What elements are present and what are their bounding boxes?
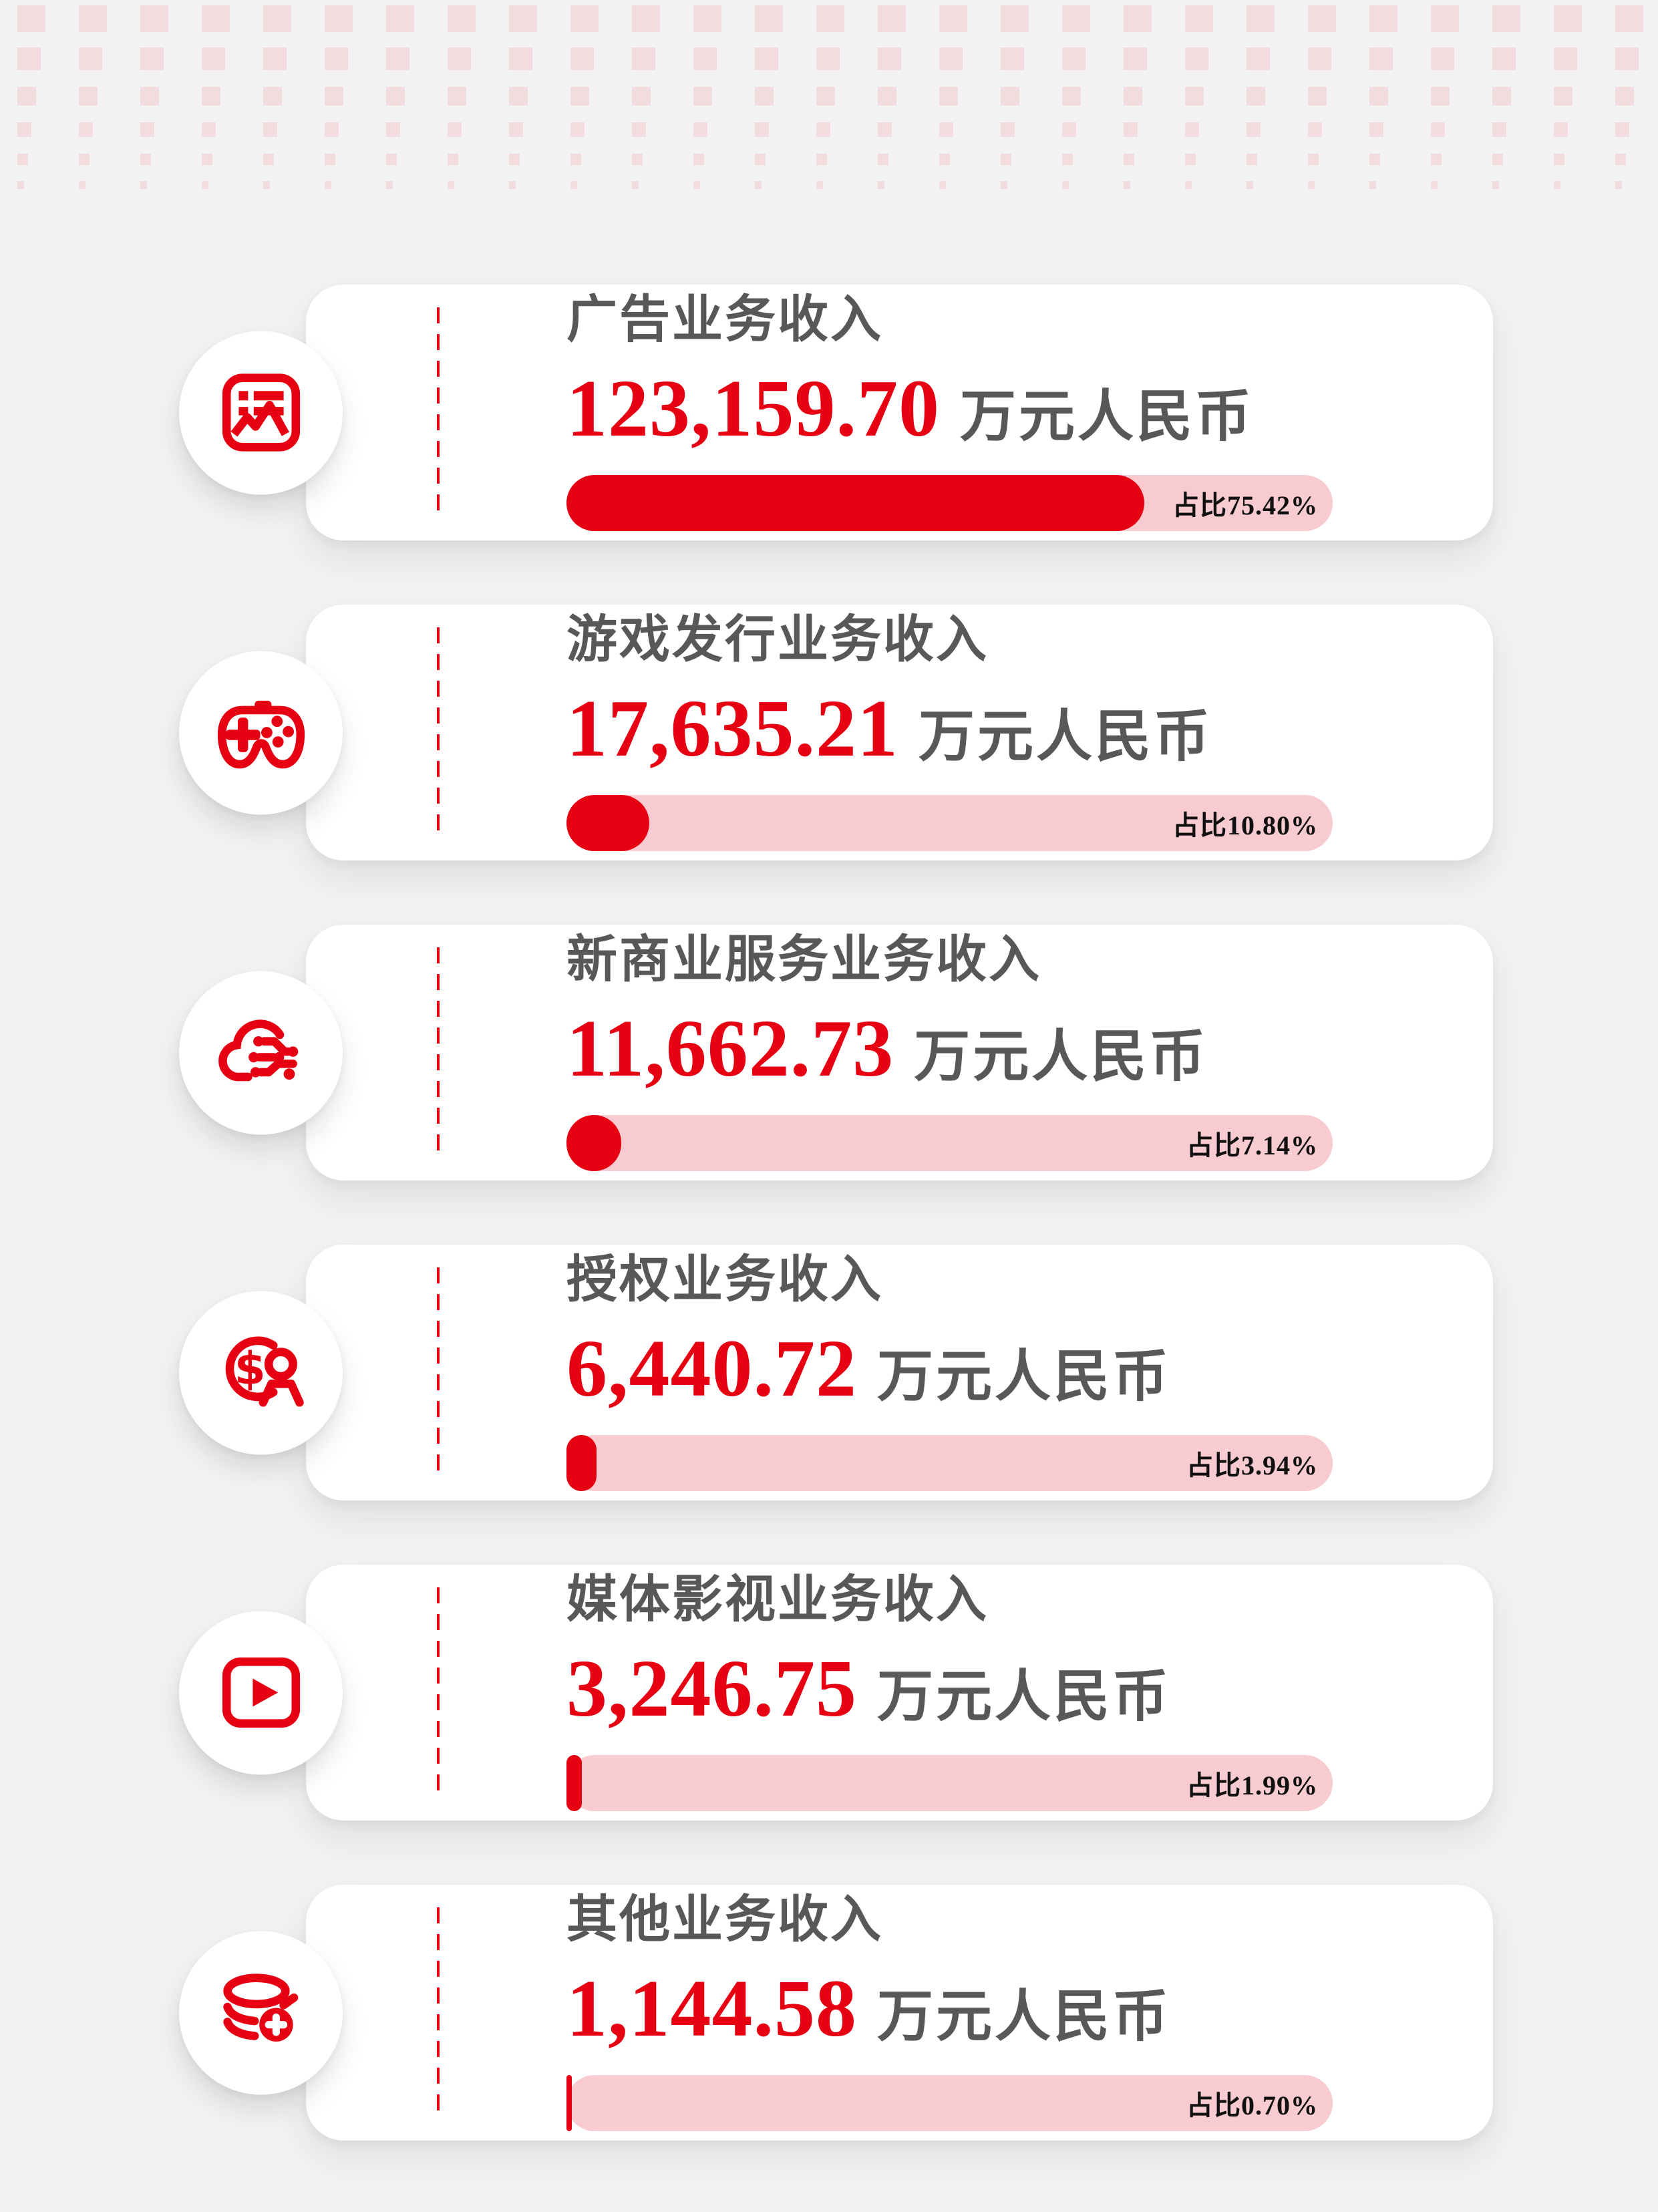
revenue-amount: 3,246.75 bbox=[566, 1643, 857, 1734]
revenue-card: 媒体影视业务收入 3,246.75 万元人民币 占比1.99% bbox=[179, 1565, 1493, 1821]
share-progress-track: 占比1.99% bbox=[566, 1754, 1333, 1811]
category-icon-circle bbox=[179, 1611, 343, 1774]
dashed-divider bbox=[437, 627, 440, 838]
revenue-unit: 万元人民币 bbox=[960, 385, 1255, 448]
pattern-row bbox=[0, 47, 1658, 70]
amount-row: 6,440.72 万元人民币 bbox=[566, 1323, 1493, 1414]
amount-row: 17,635.21 万元人民币 bbox=[566, 683, 1493, 774]
card-title: 广告业务收入 bbox=[566, 291, 883, 348]
revenue-amount: 11,662.73 bbox=[566, 1003, 894, 1094]
revenue-card-list: 广告业务收入 123,159.70 万元人民币 占比75.42% 游戏发行业务收… bbox=[179, 285, 1493, 2141]
decorative-square-pattern bbox=[0, 5, 1658, 189]
pattern-row bbox=[0, 181, 1658, 189]
card-content: 媒体影视业务收入 3,246.75 万元人民币 占比1.99% bbox=[566, 1565, 1493, 1821]
card-content: 游戏发行业务收入 17,635.21 万元人民币 占比10.80% bbox=[566, 605, 1493, 860]
category-icon-circle: $ bbox=[179, 1291, 343, 1454]
card-content: 授权业务收入 6,440.72 万元人民币 占比3.94% bbox=[566, 1245, 1493, 1500]
revenue-amount: 6,440.72 bbox=[566, 1323, 857, 1414]
revenue-unit: 万元人民币 bbox=[877, 1666, 1172, 1728]
share-progress-fill bbox=[566, 1754, 582, 1811]
revenue-unit: 万元人民币 bbox=[914, 1025, 1208, 1088]
card-title: 授权业务收入 bbox=[566, 1251, 883, 1308]
revenue-amount: 123,159.70 bbox=[566, 363, 940, 454]
card-title: 媒体影视业务收入 bbox=[566, 1571, 989, 1628]
share-progress-fill bbox=[566, 1114, 621, 1171]
card-content: 广告业务收入 123,159.70 万元人民币 占比75.42% bbox=[566, 285, 1493, 540]
category-icon-circle bbox=[179, 651, 343, 814]
gamepad-icon bbox=[214, 686, 308, 780]
category-icon-circle bbox=[179, 331, 343, 494]
revenue-card: 游戏发行业务收入 17,635.21 万元人民币 占比10.80% bbox=[179, 605, 1493, 860]
share-progress-track: 占比3.94% bbox=[566, 1434, 1333, 1491]
share-percentage-label: 占比1.99% bbox=[1186, 1770, 1318, 1800]
amount-row: 123,159.70 万元人民币 bbox=[566, 363, 1493, 454]
share-percentage-label: 占比7.14% bbox=[1186, 1130, 1318, 1160]
share-percentage-label: 占比10.80% bbox=[1172, 810, 1318, 840]
play-video-icon bbox=[214, 1646, 308, 1740]
pattern-row bbox=[0, 5, 1658, 32]
category-icon-circle bbox=[179, 1931, 343, 2094]
card-title: 新商业服务业务收入 bbox=[566, 931, 1041, 988]
share-progress-fill bbox=[566, 1434, 597, 1491]
share-percentage-label: 占比75.42% bbox=[1172, 490, 1318, 520]
share-progress-fill bbox=[566, 2074, 572, 2131]
share-progress-track: 占比10.80% bbox=[566, 794, 1333, 851]
share-progress-track: 占比7.14% bbox=[566, 1114, 1333, 1171]
cloud-network-icon bbox=[214, 1006, 308, 1100]
category-icon-circle bbox=[179, 971, 343, 1134]
dashed-divider bbox=[437, 947, 440, 1158]
card-content: 其他业务收入 1,144.58 万元人民币 占比0.70% bbox=[566, 1885, 1493, 2141]
revenue-unit: 万元人民币 bbox=[877, 1986, 1172, 2048]
revenue-card: 其他业务收入 1,144.58 万元人民币 占比0.70% bbox=[179, 1885, 1493, 2141]
revenue-card: 广告业务收入 123,159.70 万元人民币 占比75.42% bbox=[179, 285, 1493, 540]
dashed-divider bbox=[437, 1907, 440, 2118]
coins-plus-icon bbox=[214, 1966, 308, 2060]
pattern-row bbox=[0, 154, 1658, 165]
revenue-card: $ 授权业务收入 6,440.72 万元人民币 占比3.94% bbox=[179, 1245, 1493, 1500]
share-percentage-label: 占比0.70% bbox=[1186, 2090, 1318, 2120]
share-progress-track: 占比0.70% bbox=[566, 2074, 1333, 2131]
pattern-row bbox=[0, 122, 1658, 137]
revenue-unit: 万元人民币 bbox=[877, 1346, 1172, 1408]
share-progress-fill bbox=[566, 474, 1145, 531]
revenue-amount: 1,144.58 bbox=[566, 1963, 857, 2054]
revenue-unit: 万元人民币 bbox=[919, 705, 1213, 768]
pattern-row bbox=[0, 87, 1658, 106]
revenue-card: 新商业服务业务收入 11,662.73 万元人民币 占比7.14% bbox=[179, 925, 1493, 1180]
card-content: 新商业服务业务收入 11,662.73 万元人民币 占比7.14% bbox=[566, 925, 1493, 1180]
card-title: 游戏发行业务收入 bbox=[566, 611, 989, 668]
amount-row: 3,246.75 万元人民币 bbox=[566, 1643, 1493, 1734]
share-progress-track: 占比75.42% bbox=[566, 474, 1333, 531]
svg-text:$: $ bbox=[234, 1342, 265, 1394]
dashed-divider bbox=[437, 1267, 440, 1478]
dollar-person-icon: $ bbox=[214, 1326, 308, 1420]
amount-row: 1,144.58 万元人民币 bbox=[566, 1963, 1493, 2054]
share-progress-fill bbox=[566, 794, 649, 851]
ad-image-icon bbox=[214, 366, 308, 460]
revenue-amount: 17,635.21 bbox=[566, 683, 898, 774]
amount-row: 11,662.73 万元人民币 bbox=[566, 1003, 1493, 1094]
card-title: 其他业务收入 bbox=[566, 1891, 883, 1948]
dashed-divider bbox=[437, 1587, 440, 1798]
dashed-divider bbox=[437, 307, 440, 518]
share-percentage-label: 占比3.94% bbox=[1186, 1450, 1318, 1480]
